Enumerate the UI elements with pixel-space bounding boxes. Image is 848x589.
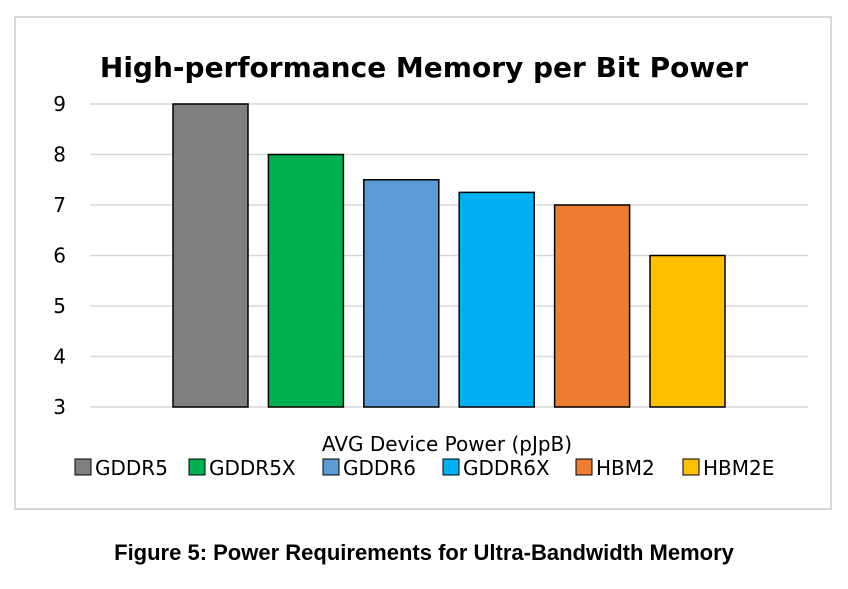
y-tick-label: 5	[53, 294, 66, 318]
legend-label-hbm2e: HBM2E	[703, 456, 774, 480]
bar-hbm2	[553, 204, 631, 408]
y-tick-label: 6	[53, 244, 66, 268]
bar-gddr5x	[267, 153, 345, 408]
y-tick-label: 4	[53, 345, 66, 369]
legend-swatch-hbm2	[575, 458, 593, 476]
figure-caption: Figure 5: Power Requirements for Ultra-B…	[114, 540, 734, 565]
bar-gddr6	[363, 179, 440, 408]
legend-swatch-gddr6x	[442, 458, 460, 476]
bar-chart: High-performance Memory per Bit Power 3 4…	[53, 51, 808, 480]
y-axis-ticks: 3 4 5 6 7 8 9	[53, 92, 66, 419]
bars	[172, 103, 726, 408]
bar-gddr5	[172, 103, 249, 408]
legend-swatch-gddr5	[74, 458, 92, 476]
legend-label-hbm2: HBM2	[596, 456, 655, 480]
y-tick-label: 3	[53, 395, 66, 419]
y-tick-label: 9	[53, 92, 66, 116]
legend-label-gddr5: GDDR5	[95, 456, 168, 480]
y-tick-label: 7	[53, 193, 66, 217]
legend: GDDR5 GDDR5X GDDR6 GDDR6X HBM2 HBM2E	[74, 456, 774, 480]
legend-swatch-hbm2e	[682, 458, 700, 476]
bar-hbm2e	[649, 254, 726, 408]
legend-label-gddr6: GDDR6	[343, 456, 416, 480]
y-tick-label: 8	[53, 143, 66, 167]
legend-label-gddr5x: GDDR5X	[209, 456, 296, 480]
legend-swatch-gddr5x	[188, 458, 206, 476]
legend-swatch-gddr6	[322, 458, 340, 476]
x-axis-label: AVG Device Power (pJpB)	[322, 432, 572, 456]
chart-title: High-performance Memory per Bit Power	[100, 51, 748, 84]
legend-label-gddr6x: GDDR6X	[463, 456, 550, 480]
bar-gddr6x	[458, 191, 535, 408]
